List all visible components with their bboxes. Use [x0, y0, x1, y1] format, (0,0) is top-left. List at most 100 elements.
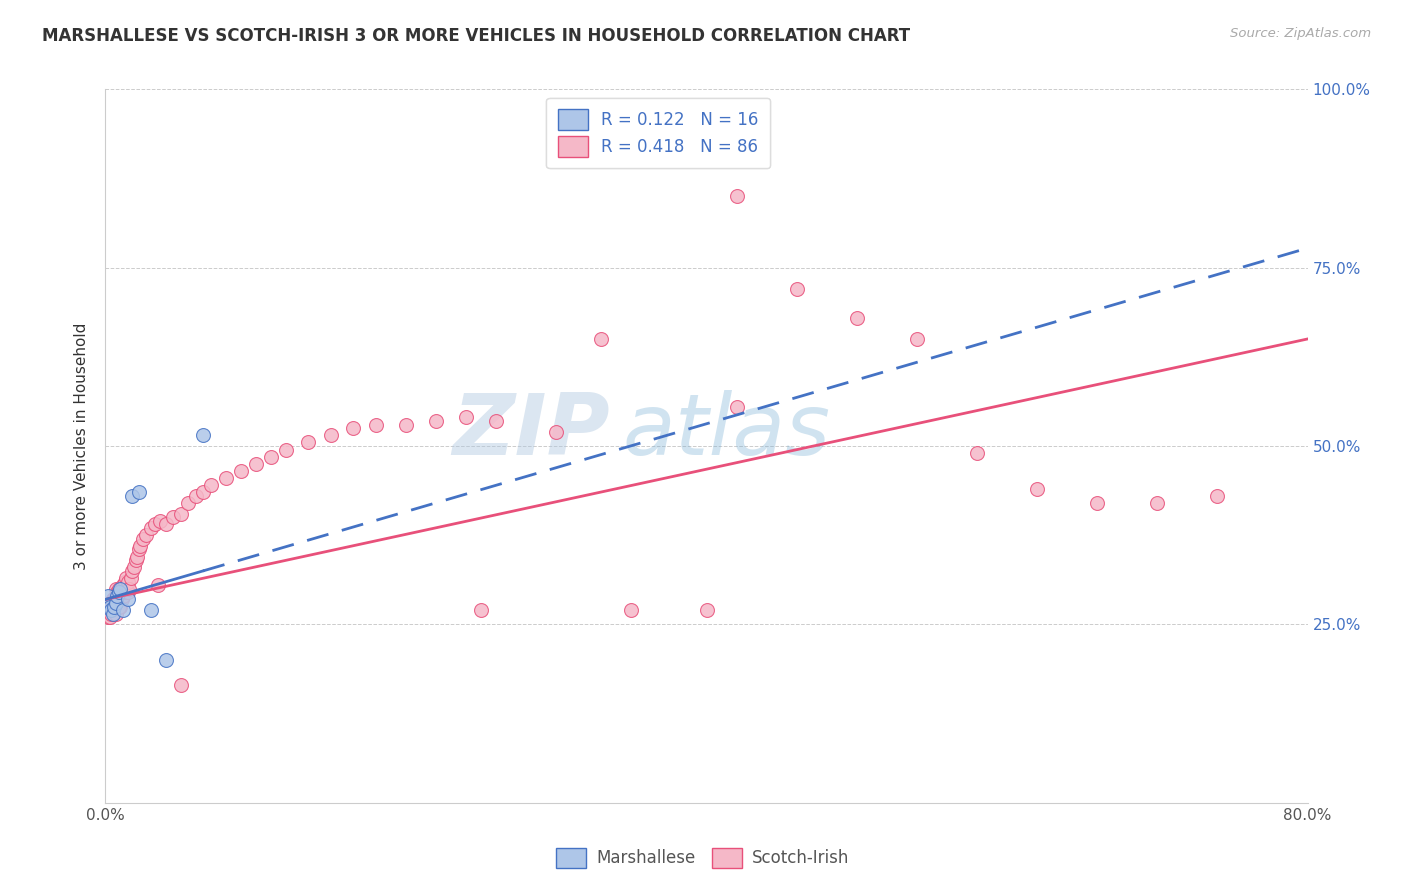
- Point: [104, 589, 127, 603]
- Point: [117, 592, 139, 607]
- Point: [169, 678, 191, 692]
- Point: [112, 589, 135, 603]
- Point: [111, 582, 134, 596]
- Point: [97, 610, 120, 624]
- Point: [98, 599, 121, 614]
- Point: [107, 585, 129, 599]
- Point: [103, 599, 125, 614]
- Point: [108, 592, 131, 607]
- Point: [110, 582, 132, 596]
- Point: [143, 517, 166, 532]
- Point: [112, 603, 135, 617]
- Point: [100, 596, 122, 610]
- Point: [108, 599, 131, 614]
- Point: [191, 428, 214, 442]
- Point: [1206, 489, 1229, 503]
- Legend: Marshallese, Scotch-Irish: Marshallese, Scotch-Irish: [550, 841, 856, 875]
- Point: [214, 471, 236, 485]
- Point: [177, 496, 200, 510]
- Point: [696, 603, 718, 617]
- Point: [297, 435, 319, 450]
- Point: [1026, 482, 1049, 496]
- Point: [184, 489, 207, 503]
- Point: [139, 603, 162, 617]
- Point: [100, 607, 122, 621]
- Point: [725, 400, 748, 414]
- Point: [1146, 496, 1168, 510]
- Point: [342, 421, 364, 435]
- Point: [274, 442, 297, 457]
- Point: [260, 450, 283, 464]
- Point: [128, 542, 150, 557]
- Text: Source: ZipAtlas.com: Source: ZipAtlas.com: [1230, 27, 1371, 40]
- Point: [148, 514, 170, 528]
- Point: [117, 574, 139, 589]
- Point: [155, 653, 177, 667]
- Point: [104, 607, 127, 621]
- Point: [665, 153, 688, 168]
- Legend: R = 0.122   N = 16, R = 0.418   N = 86: R = 0.122 N = 16, R = 0.418 N = 86: [547, 97, 770, 169]
- Point: [364, 417, 387, 432]
- Point: [132, 532, 155, 546]
- Point: [101, 607, 124, 621]
- Point: [129, 539, 152, 553]
- Point: [103, 592, 125, 607]
- Point: [103, 603, 125, 617]
- Point: [98, 610, 121, 624]
- Point: [110, 585, 132, 599]
- Point: [229, 464, 252, 478]
- Text: ZIP: ZIP: [453, 390, 610, 474]
- Point: [114, 585, 136, 599]
- Point: [200, 478, 222, 492]
- Point: [485, 414, 508, 428]
- Point: [470, 603, 492, 617]
- Point: [454, 410, 477, 425]
- Point: [139, 521, 162, 535]
- Point: [104, 599, 127, 614]
- Point: [121, 489, 143, 503]
- Point: [395, 417, 418, 432]
- Point: [104, 582, 127, 596]
- Point: [115, 571, 138, 585]
- Y-axis label: 3 or more Vehicles in Household: 3 or more Vehicles in Household: [75, 322, 90, 570]
- Point: [115, 582, 138, 596]
- Point: [125, 549, 148, 564]
- Point: [591, 332, 613, 346]
- Point: [425, 414, 447, 428]
- Text: atlas: atlas: [623, 390, 831, 474]
- Point: [546, 425, 568, 439]
- Point: [121, 564, 143, 578]
- Point: [124, 553, 146, 567]
- Point: [117, 585, 139, 599]
- Point: [112, 578, 135, 592]
- Point: [108, 585, 131, 599]
- Text: MARSHALLESE VS SCOTCH-IRISH 3 OR MORE VEHICLES IN HOUSEHOLD CORRELATION CHART: MARSHALLESE VS SCOTCH-IRISH 3 OR MORE VE…: [42, 27, 910, 45]
- Point: [966, 446, 988, 460]
- Point: [162, 510, 184, 524]
- Point: [97, 589, 120, 603]
- Point: [100, 603, 122, 617]
- Point: [118, 582, 141, 596]
- Point: [169, 507, 191, 521]
- Point: [786, 282, 808, 296]
- Point: [101, 607, 124, 621]
- Point: [319, 428, 342, 442]
- Point: [122, 560, 145, 574]
- Point: [107, 599, 129, 614]
- Point: [108, 582, 131, 596]
- Point: [104, 596, 127, 610]
- Point: [245, 457, 267, 471]
- Point: [100, 603, 122, 617]
- Point: [135, 528, 157, 542]
- Point: [725, 189, 748, 203]
- Point: [98, 599, 121, 614]
- Point: [620, 603, 643, 617]
- Point: [191, 485, 214, 500]
- Point: [101, 592, 124, 607]
- Point: [128, 485, 150, 500]
- Point: [1085, 496, 1108, 510]
- Point: [110, 599, 132, 614]
- Point: [97, 607, 120, 621]
- Point: [107, 596, 129, 610]
- Point: [120, 571, 142, 585]
